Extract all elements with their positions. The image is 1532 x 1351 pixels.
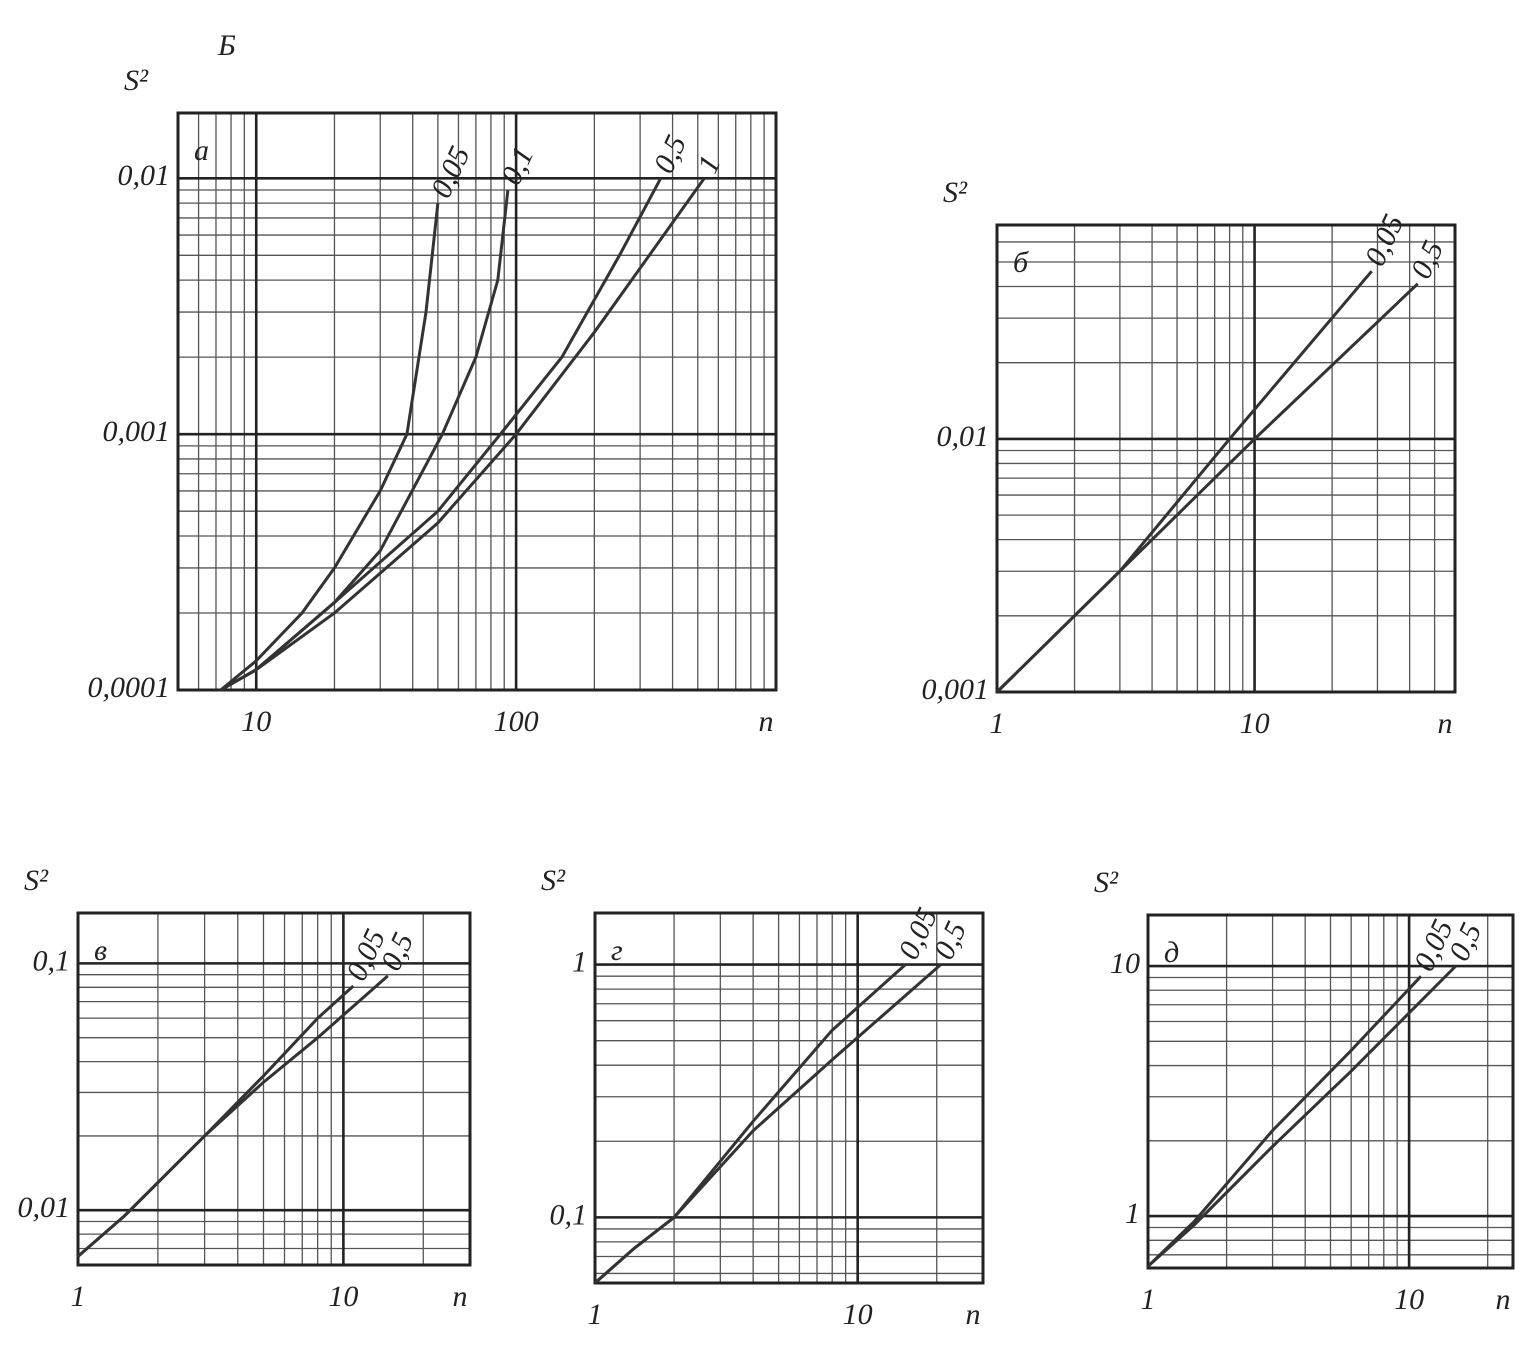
x-tick-label: 10 (328, 1280, 358, 1313)
x-tick-label: 10 (1240, 707, 1270, 740)
y-tick-label: 0,01 (937, 420, 990, 453)
y-tick-label: 1 (1125, 1197, 1140, 1230)
x-axis-label: n (759, 705, 774, 738)
y-tick-label: 0,01 (18, 1191, 71, 1224)
x-tick-label: 1 (1141, 1283, 1156, 1316)
x-tick-label: 100 (494, 705, 539, 738)
plot-frame (76, 911, 472, 1267)
x-axis-label: n (1438, 707, 1453, 740)
panel-letter: а (194, 134, 209, 167)
curve (219, 177, 706, 692)
curve-label: 0,5 (1404, 236, 1450, 284)
y-axis-label: S² (943, 176, 968, 209)
curve (995, 282, 1419, 694)
y-tick-label: 0,1 (550, 1198, 588, 1231)
x-tick-label: 1 (588, 1298, 603, 1331)
y-axis-label: S² (541, 864, 566, 897)
y-tick-label: 1 (572, 945, 587, 978)
y-tick-label: 0,1 (33, 944, 71, 977)
curve (594, 963, 942, 1285)
annotation: Б (217, 29, 236, 62)
plot-frame (995, 223, 1457, 694)
x-axis-label: n (453, 1280, 468, 1313)
x-tick-label: 1 (71, 1280, 86, 1313)
y-axis-label: S² (1094, 866, 1119, 899)
x-tick-label: 1 (990, 707, 1005, 740)
y-tick-label: 0,01 (118, 159, 171, 192)
y-tick-label: 0,001 (922, 673, 990, 706)
curve (219, 189, 510, 692)
x-axis-label: n (1496, 1283, 1511, 1316)
panel-letter: в (94, 934, 107, 967)
y-axis-label: S² (24, 864, 49, 897)
plot-frame (1146, 913, 1515, 1270)
curve (77, 984, 355, 1258)
curve-label: 1 (691, 151, 727, 179)
curve (77, 974, 389, 1258)
y-tick-label: 0,001 (103, 415, 171, 448)
plot-frame (176, 111, 778, 692)
curve-label: 0,1 (495, 142, 541, 190)
x-axis-label: n (966, 1298, 981, 1331)
panel-letter: д (1164, 936, 1179, 969)
x-tick-label: 10 (1394, 1283, 1424, 1316)
y-tick-label: 10 (1110, 947, 1140, 980)
x-tick-label: 10 (843, 1298, 873, 1331)
panel-letter: г (611, 934, 623, 967)
curve (219, 202, 440, 692)
plot-frame (593, 911, 985, 1285)
curve (1146, 964, 1457, 1268)
y-axis-label: S² (124, 64, 149, 97)
panel-letter: б (1013, 246, 1029, 279)
curve-label: 0,05 (425, 141, 477, 203)
curve-label: 0,5 (647, 130, 693, 178)
curve (995, 270, 1373, 694)
x-tick-label: 10 (241, 705, 271, 738)
y-tick-label: 0,0001 (88, 671, 171, 704)
curve (1146, 975, 1422, 1268)
